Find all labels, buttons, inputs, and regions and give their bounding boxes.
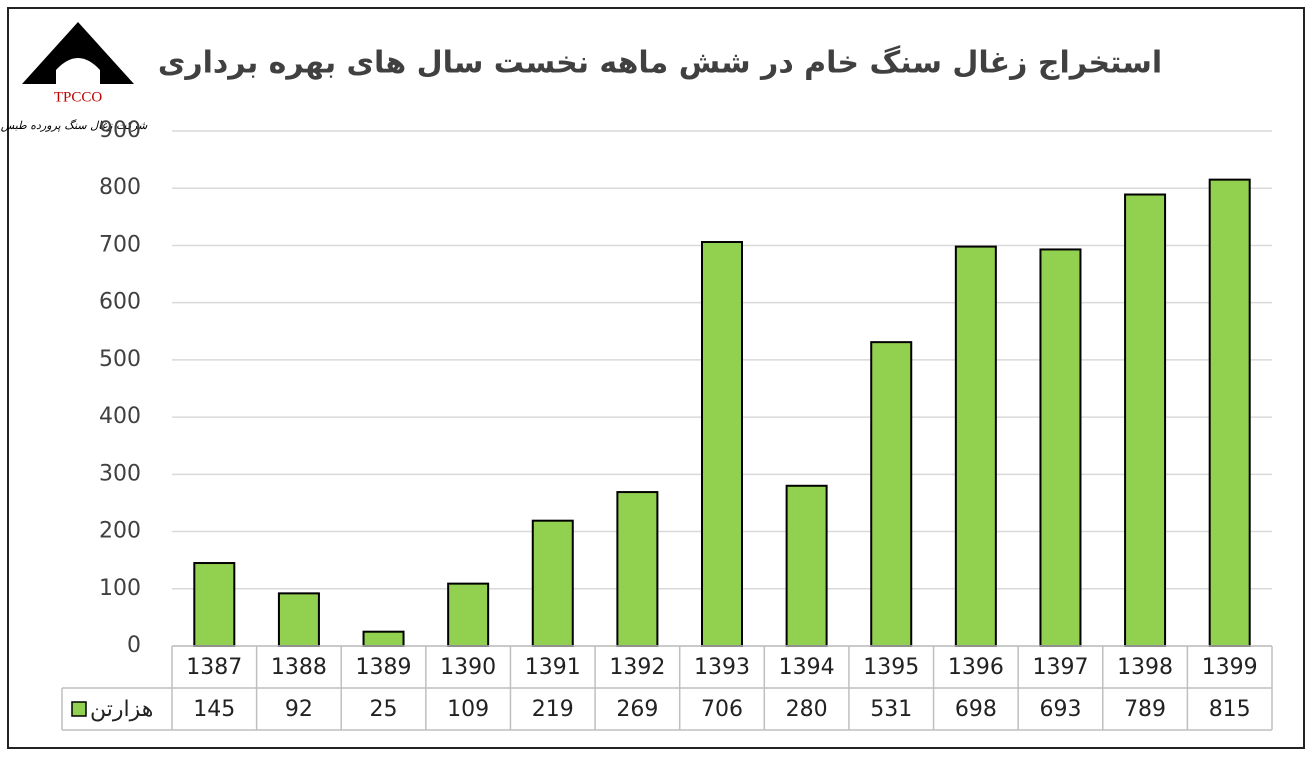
x-tick-label: 1389 bbox=[356, 655, 412, 680]
x-tick-label: 1398 bbox=[1117, 655, 1173, 680]
bar bbox=[785, 484, 828, 647]
bar bbox=[362, 630, 405, 648]
bar bbox=[1039, 248, 1082, 647]
x-tick-label: 1396 bbox=[948, 655, 1004, 680]
logo-name: شرکت زغال سنگ پرورده طبس bbox=[1, 119, 148, 132]
x-tick-label: 1394 bbox=[779, 655, 835, 680]
bar bbox=[870, 341, 913, 647]
logo: TPCCO شرکت زغال سنگ پرورده طبس bbox=[1, 22, 148, 132]
y-tick-label: 800 bbox=[99, 175, 141, 200]
legend-label: هزارتن bbox=[90, 697, 153, 722]
table-value: 269 bbox=[616, 697, 658, 722]
legend-swatch bbox=[71, 701, 87, 717]
table-value: 145 bbox=[193, 697, 235, 722]
bar bbox=[701, 241, 743, 647]
logo-shape bbox=[22, 22, 134, 84]
x-tick-label: 1391 bbox=[525, 655, 581, 680]
x-tick-label: 1393 bbox=[694, 655, 750, 680]
table-value: 815 bbox=[1209, 697, 1251, 722]
bar bbox=[616, 491, 659, 648]
bar bbox=[1124, 193, 1167, 647]
y-tick-label: 700 bbox=[99, 232, 141, 257]
x-tick-label: 1395 bbox=[863, 655, 919, 680]
table-value: 25 bbox=[370, 697, 398, 722]
x-tick-label: 1388 bbox=[271, 655, 327, 680]
bar bbox=[954, 245, 997, 647]
bar bbox=[1208, 178, 1251, 647]
table-value: 531 bbox=[870, 697, 912, 722]
logo-abbr: TPCCO bbox=[54, 89, 103, 105]
x-tick-label: 1390 bbox=[440, 655, 496, 680]
bar bbox=[447, 582, 490, 648]
y-tick-label: 100 bbox=[99, 576, 141, 601]
table-value: 92 bbox=[285, 697, 313, 722]
y-tick-label: 0 bbox=[127, 633, 141, 658]
table-value: 693 bbox=[1039, 697, 1081, 722]
table-value: 109 bbox=[447, 697, 489, 722]
table-value: 698 bbox=[955, 697, 997, 722]
table-value: 280 bbox=[786, 697, 828, 722]
x-tick-label: 1387 bbox=[186, 655, 242, 680]
table-value: 789 bbox=[1124, 697, 1166, 722]
bar bbox=[193, 562, 236, 647]
x-tick-label: 1397 bbox=[1032, 655, 1088, 680]
chart-title: استخراج زغال سنگ خام در شش ماهه نخست سال… bbox=[158, 45, 1162, 81]
table-value: 706 bbox=[701, 697, 743, 722]
y-tick-label: 500 bbox=[99, 347, 141, 372]
bar bbox=[277, 592, 320, 647]
y-tick-label: 300 bbox=[99, 461, 141, 486]
x-tick-label: 1399 bbox=[1202, 655, 1258, 680]
logo-arch bbox=[56, 58, 100, 84]
x-tick-label: 1392 bbox=[609, 655, 665, 680]
y-tick-label: 200 bbox=[99, 519, 141, 544]
y-tick-label: 400 bbox=[99, 404, 141, 429]
y-tick-label: 900 bbox=[99, 118, 141, 143]
bar bbox=[531, 519, 574, 648]
y-tick-label: 600 bbox=[99, 290, 141, 315]
table-value: 219 bbox=[532, 697, 574, 722]
